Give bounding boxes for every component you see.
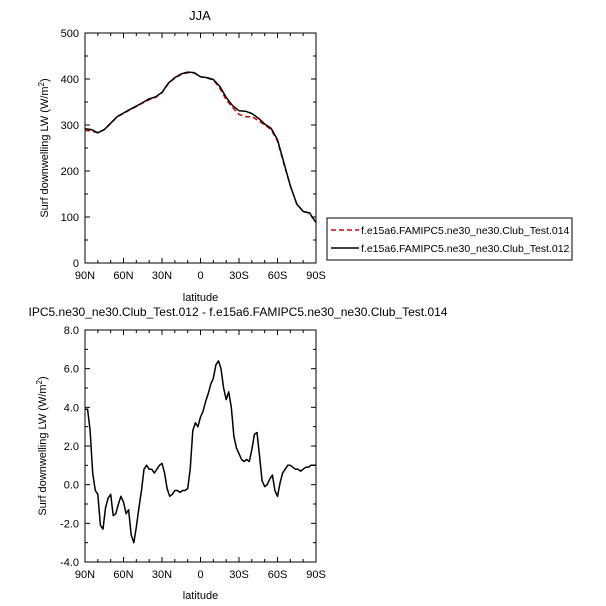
chart-title-2: IPC5.ne30_ne30.Club_Test.012 - f.e15a6.F… bbox=[29, 305, 448, 319]
x-tick-label: 60S bbox=[268, 270, 288, 282]
y-tick-label: 400 bbox=[61, 74, 79, 86]
x-tick-label: 0 bbox=[197, 270, 203, 282]
x-tick-label: 90S bbox=[306, 270, 326, 282]
y-tick-label: -2.0 bbox=[60, 518, 79, 530]
legend-label: f.e15a6.FAMIPC5.ne30_ne30.Club_Test.014 bbox=[361, 225, 570, 237]
chart-title-1: JJA bbox=[189, 8, 211, 23]
y-tick-label: 4.0 bbox=[64, 402, 79, 414]
x-tick-label: 90N bbox=[75, 270, 95, 282]
y-tick-label: 2.0 bbox=[64, 441, 79, 453]
y-tick-label: 6.0 bbox=[64, 364, 79, 376]
y-tick-label: 100 bbox=[61, 212, 79, 224]
y-tick-label: 0.0 bbox=[64, 480, 79, 492]
x-tick-label: 0 bbox=[197, 569, 203, 581]
x-tick-label: 90N bbox=[75, 569, 95, 581]
x-tick-label: 60N bbox=[113, 569, 133, 581]
y-tick-label: 500 bbox=[61, 28, 79, 40]
x-axis-label: latitude bbox=[183, 292, 218, 304]
plot-frame-2 bbox=[84, 329, 317, 563]
y-tick-label: 8.0 bbox=[64, 325, 79, 337]
x-tick-label: 30N bbox=[152, 569, 172, 581]
legend-box bbox=[326, 217, 573, 261]
y-axis-label: Surf downwelling LW (W/m2) bbox=[37, 78, 51, 217]
legend-label: f.e15a6.FAMIPC5.ne30_ne30.Club_Test.012 bbox=[361, 243, 570, 255]
plot-frame-1 bbox=[84, 32, 317, 264]
series-line-1-1 bbox=[84, 71, 317, 223]
x-tick-label: 30N bbox=[152, 270, 172, 282]
x-tick-label: 60N bbox=[113, 270, 133, 282]
y-tick-label: 300 bbox=[61, 120, 79, 132]
y-tick-label: 200 bbox=[61, 166, 79, 178]
x-tick-label: 30S bbox=[229, 270, 249, 282]
series-line-1-2 bbox=[84, 71, 317, 223]
x-axis-label: latitude bbox=[183, 590, 218, 602]
x-tick-label: 90S bbox=[306, 569, 326, 581]
y-tick-label: -4.0 bbox=[60, 557, 79, 569]
y-tick-label: 0 bbox=[73, 258, 79, 270]
series-line-2-1 bbox=[85, 360, 316, 544]
x-tick-label: 30S bbox=[229, 569, 249, 581]
x-tick-label: 60S bbox=[268, 569, 288, 581]
y-axis-label: Surf downwelling LW (W/m2) bbox=[35, 376, 49, 515]
